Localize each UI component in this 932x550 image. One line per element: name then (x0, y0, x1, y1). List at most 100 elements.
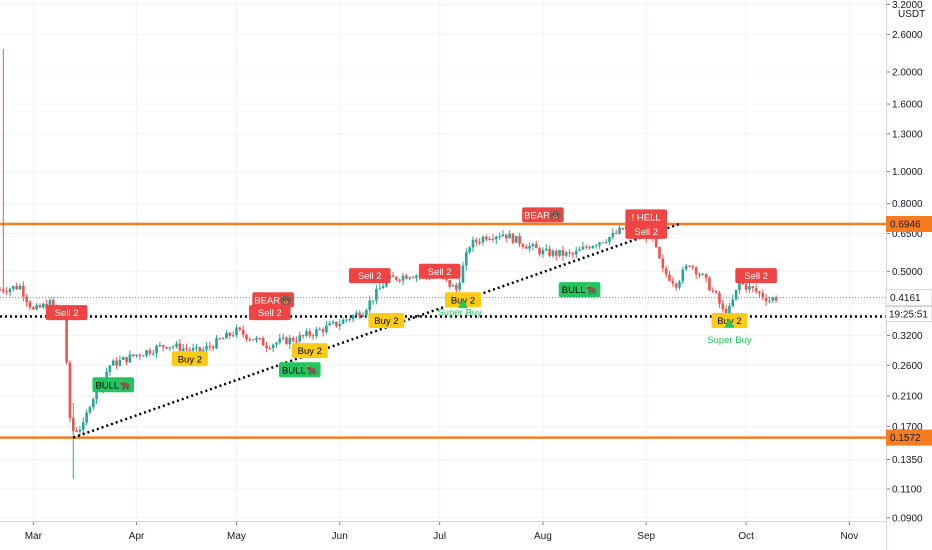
candle-body (744, 284, 748, 290)
candle-body (301, 335, 305, 337)
candle-body (734, 289, 738, 300)
candle-body (318, 329, 322, 331)
candle-body (175, 343, 178, 347)
signal-text: BULL🐂 (95, 379, 131, 391)
y-tick-label: 0.1350 (892, 455, 923, 466)
candle-body (215, 338, 218, 349)
x-tick-label: May (227, 531, 246, 542)
candle-body (524, 246, 528, 249)
candle-body (285, 337, 288, 345)
candle-body (534, 244, 538, 249)
candle-body (754, 288, 758, 292)
candle-body (88, 407, 92, 413)
candle-body (664, 268, 668, 275)
candle-body (471, 239, 475, 248)
candle-body (768, 300, 771, 302)
candle-body (331, 321, 335, 324)
signal-label-sell: Sell 2 (348, 268, 391, 284)
candle-body (321, 329, 325, 332)
candle-body (501, 234, 505, 237)
candle-body (238, 327, 242, 330)
y-tick-label: 0.6500 (892, 229, 923, 240)
candle-body (411, 277, 415, 279)
y-tick-label: 2.0000 (892, 67, 923, 78)
candle-body (461, 265, 465, 283)
candle-body (381, 286, 385, 289)
signal-label-sell: ! HELL (625, 209, 667, 225)
candle-body (395, 276, 398, 280)
candle-body (251, 339, 255, 341)
super-buy-triangle (724, 318, 735, 328)
candle-body (91, 399, 95, 408)
candle-body (315, 329, 318, 336)
signal-text: BEAR🐻 (254, 294, 292, 306)
candle-body (48, 300, 52, 309)
signal-label-bull: BULL🐂 (558, 282, 601, 298)
candle-body (698, 274, 701, 276)
candle-body (684, 265, 688, 270)
candle-body (731, 299, 735, 307)
candle-body (131, 354, 135, 356)
candle-body (741, 282, 745, 285)
candle-body (365, 309, 368, 316)
candle-body (368, 300, 372, 310)
y-tick-label: 0.2600 (892, 361, 923, 372)
x-tick-label: Nov (840, 531, 858, 542)
candle-body (774, 297, 778, 301)
candle-body (308, 331, 312, 336)
level-price-tag (886, 429, 932, 446)
candle-body (714, 290, 718, 293)
candle-body (42, 303, 45, 308)
candle-body (694, 267, 698, 275)
candle-body (578, 249, 581, 251)
candle-body (528, 245, 531, 249)
candle-body (478, 242, 481, 244)
candle-body (311, 335, 315, 337)
signal-label-buy: Buy 2 (368, 312, 405, 328)
candle-body (265, 345, 268, 348)
candle-body (128, 354, 132, 363)
signal-text: BULL🐂 (562, 284, 598, 296)
signal-box (625, 209, 667, 225)
candle-body (278, 338, 282, 343)
signal-text: Sell 2 (55, 308, 79, 319)
candle-body (35, 305, 38, 310)
candle-body (295, 341, 298, 343)
candle-body (608, 237, 611, 242)
candle-body (504, 234, 508, 239)
candle-body (158, 345, 162, 347)
candle-body (351, 315, 355, 320)
candle-body (405, 275, 408, 279)
candle-body (658, 247, 661, 259)
candle-body (25, 296, 28, 302)
candle-body (105, 371, 108, 379)
y-tick-label: 1.3000 (892, 129, 923, 140)
countdown-tag (885, 306, 932, 323)
candle-body (548, 248, 551, 256)
candle-body (135, 354, 138, 356)
candle-body (415, 275, 418, 278)
candle-body (298, 335, 302, 342)
candle-body (281, 337, 285, 339)
candle-body (138, 354, 142, 356)
candle-body (241, 329, 245, 335)
signal-box (278, 362, 321, 378)
signal-text: BEAR🐻 (524, 209, 562, 221)
candle-body (621, 227, 625, 230)
candle-body (51, 300, 55, 306)
candle-body (111, 360, 115, 366)
candle-body (661, 258, 665, 269)
y-tick-label: 0.8000 (892, 199, 923, 210)
candle-body (674, 283, 678, 288)
candle-body (115, 360, 118, 366)
candle-body (15, 286, 18, 290)
signal-box (252, 292, 294, 308)
candle-body (5, 291, 8, 293)
candle-body (708, 277, 711, 291)
drawn-lines (72, 222, 680, 439)
candle-body (681, 269, 685, 282)
candle-body (521, 244, 525, 247)
candle-body (108, 365, 112, 372)
